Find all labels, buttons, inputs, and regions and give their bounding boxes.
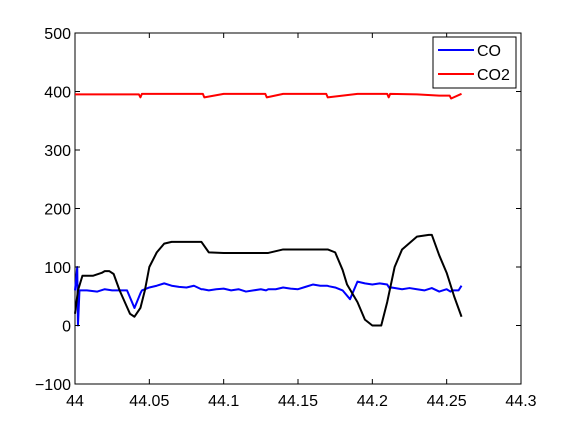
y-tick-label: 400 bbox=[44, 85, 71, 102]
y-tick-label: 100 bbox=[44, 260, 71, 277]
y-tick-label: 200 bbox=[44, 202, 71, 219]
legend-label-co2: CO2 bbox=[477, 67, 510, 84]
x-tick-label: 44.3 bbox=[505, 393, 536, 410]
x-tick-label: 44.2 bbox=[357, 393, 388, 410]
x-tick-label: 44.25 bbox=[427, 393, 467, 410]
legend: CO CO2 bbox=[432, 36, 517, 89]
x-tick-label: 44.15 bbox=[278, 393, 318, 410]
x-tick-label: 44.1 bbox=[208, 393, 239, 410]
axis-layer: 44 44.05 44.1 44.15 44.2 44.25 44.3 −100 0 100 200… bbox=[35, 26, 537, 410]
series-line-co bbox=[74, 266, 463, 327]
x-tick-label: 44.05 bbox=[129, 393, 169, 410]
y-tick-label: 500 bbox=[44, 26, 71, 43]
y-tick-label: 300 bbox=[44, 143, 71, 160]
x-tick-label: 44 bbox=[66, 393, 84, 410]
series-layer bbox=[74, 92, 463, 327]
series-line-unlabeled bbox=[74, 233, 463, 327]
legend-label-co: CO bbox=[477, 43, 501, 60]
y-tick-label: −100 bbox=[35, 377, 71, 394]
legend-box bbox=[432, 36, 517, 89]
plot-area bbox=[74, 32, 522, 385]
y-tick-label: 0 bbox=[62, 319, 71, 336]
series-line-co2 bbox=[75, 92, 462, 100]
